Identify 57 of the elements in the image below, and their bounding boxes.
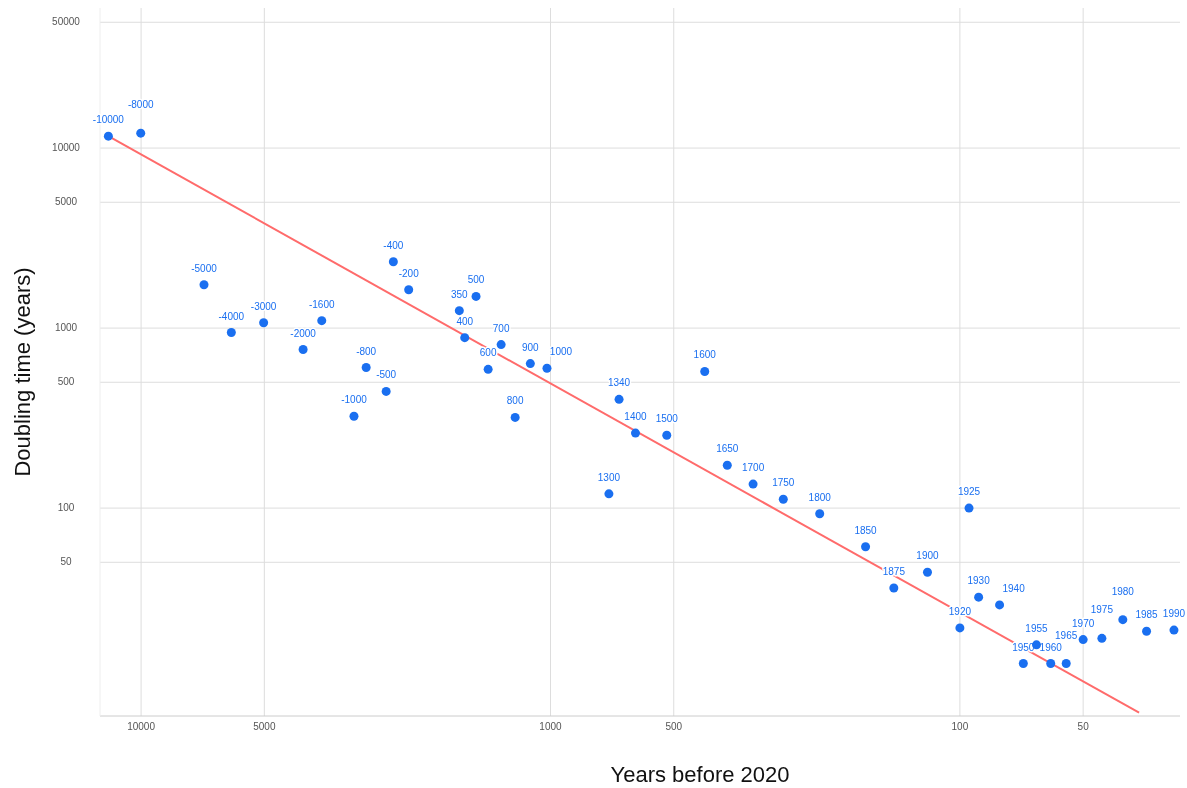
x-tick-label: 5000 (253, 721, 276, 732)
annotation: -1000 (341, 394, 368, 406)
y-tick-label: 100 (57, 502, 75, 514)
annotation: -4000 (218, 310, 245, 322)
annotation: 1970 (1072, 617, 1095, 629)
x-tick-label: 100 (951, 721, 969, 732)
annotation: -8000 (127, 99, 154, 111)
annotation: 1400 (624, 411, 648, 423)
annotation: -800 (356, 345, 377, 357)
annotation: 700 (492, 322, 510, 334)
annotation: -10000 (92, 114, 125, 126)
annotation: -3000 (250, 300, 277, 312)
x-tick-label: 10000 (127, 721, 156, 732)
annotation: 1650 (716, 443, 739, 455)
annotation: 1940 (1002, 582, 1026, 594)
y-tick-label: 10000 (52, 142, 81, 154)
y-tick-label: 500 (57, 376, 75, 388)
annotation: 1850 (854, 524, 878, 536)
annotation: 1300 (597, 471, 621, 483)
y-tick-label: 50000 (52, 16, 81, 28)
annotation: 1975 (1090, 604, 1114, 616)
annotation: 800 (506, 395, 524, 407)
annotation: 1500 (655, 413, 679, 425)
annotation: 600 (479, 347, 497, 359)
annotation: 1965 (1055, 629, 1078, 641)
annotation: 1925 (957, 486, 981, 498)
x-tick-label: 500 (665, 721, 683, 732)
y-tick-label: 50 (60, 556, 72, 568)
annotation: 1990 (1162, 608, 1186, 620)
x-axis-title: Years before 2020 (610, 762, 790, 787)
annotation: 1900 (916, 550, 940, 562)
annotation: 400 (456, 315, 474, 327)
annotation: 1000 (549, 346, 573, 358)
annotation: 1340 (607, 377, 631, 389)
y-tick-label: 1000 (54, 322, 78, 334)
annotation: -500 (376, 369, 397, 381)
annotation: 500 (467, 274, 485, 286)
annotation: 1960 (1039, 641, 1063, 653)
annotation: 350 (450, 288, 469, 300)
annotation: 1800 (808, 491, 832, 503)
x-tick-label: 50 (1077, 721, 1090, 732)
annotation: 1930 (967, 575, 991, 587)
annotation: -5000 (191, 262, 218, 274)
annotation: 1700 (741, 462, 765, 474)
x-tick-label: 1000 (539, 721, 563, 732)
y-axis-title: Doubling time (years) (10, 267, 35, 477)
y-tick-label: 5000 (54, 196, 78, 208)
annotation: 1750 (772, 477, 795, 489)
annotation: 1600 (693, 349, 717, 361)
annotation: 900 (522, 341, 540, 353)
annotation: -2000 (290, 327, 317, 339)
annotation: 1985 (1135, 609, 1159, 621)
annotation: 1980 (1111, 585, 1135, 597)
annotation: -1600 (308, 298, 335, 310)
annotation: -200 (398, 267, 420, 279)
annotation: -400 (383, 239, 404, 251)
annotation: 1955 (1025, 622, 1049, 634)
